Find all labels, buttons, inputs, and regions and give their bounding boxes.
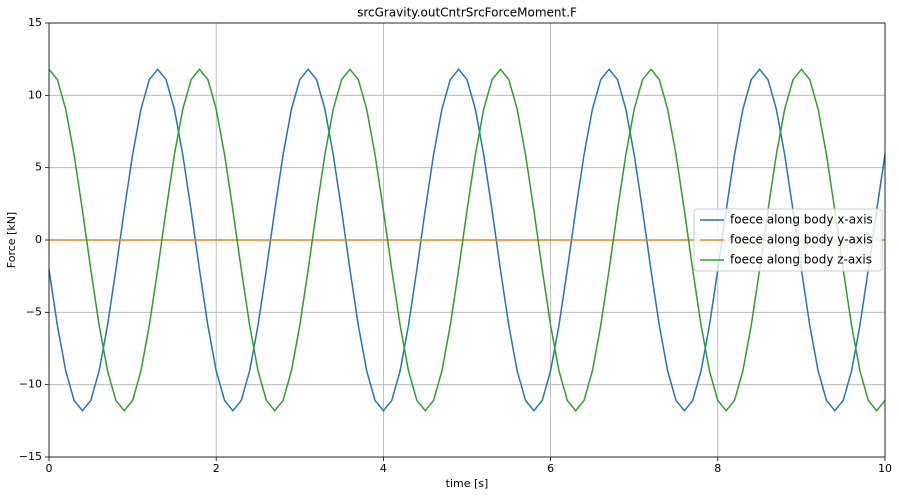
x-tick-label: 2 — [213, 462, 220, 475]
series-line — [48, 68, 886, 412]
x-tick-label: 0 — [46, 462, 53, 475]
series-line — [48, 68, 886, 412]
x-tick-label: 8 — [714, 462, 721, 475]
legend-label: foece along body z-axis — [730, 253, 872, 267]
chart-title: srcGravity.outCntrSrcForceMoment.F — [357, 6, 577, 20]
y-tick-label: 15 — [28, 16, 42, 29]
legend-label: foece along body y-axis — [730, 233, 873, 247]
y-tick-label: 5 — [35, 161, 42, 174]
legend-box — [693, 208, 883, 272]
y-axis-label: Force [kN] — [5, 212, 18, 268]
y-tick-label: 0 — [35, 233, 42, 246]
x-tick-label: 4 — [380, 462, 387, 475]
legend-label: foece along body x-axis — [730, 213, 873, 227]
y-tick-label: −15 — [19, 450, 42, 463]
x-tick-label: 10 — [878, 462, 892, 475]
y-tick-label: −5 — [26, 305, 42, 318]
plot-frame — [48, 22, 886, 458]
legend: foece along body x-axis foece along body … — [693, 208, 883, 272]
x-axis-label: time [s] — [446, 477, 489, 490]
y-tick-label: 10 — [28, 88, 42, 101]
x-tick-label: 6 — [547, 462, 554, 475]
y-tick-label: −10 — [19, 378, 42, 391]
